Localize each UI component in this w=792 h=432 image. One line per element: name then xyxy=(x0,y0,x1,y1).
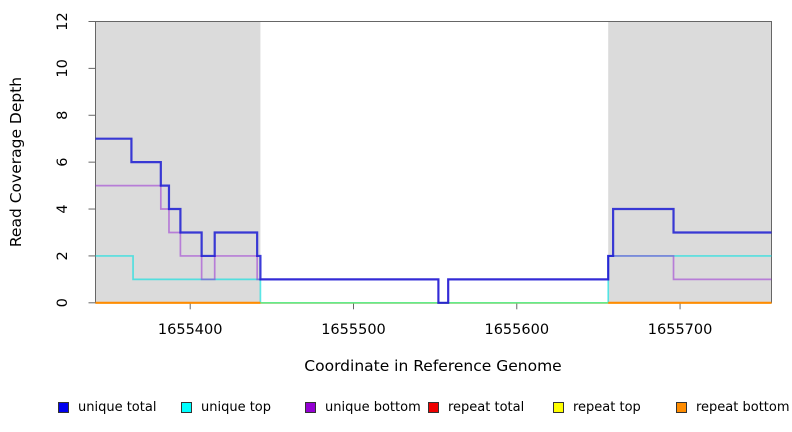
legend-item-unique-bottom: unique bottom xyxy=(305,396,421,418)
y-tick-label: 0 xyxy=(55,298,71,307)
x-tick-label: 1655400 xyxy=(158,322,223,338)
x-tick-label: 1655700 xyxy=(648,322,713,338)
legend-item-repeat-total: repeat total xyxy=(428,396,524,418)
y-tick-label: 6 xyxy=(55,158,71,167)
legend-label: unique total xyxy=(78,399,157,415)
x-axis-title: Coordinate in Reference Genome xyxy=(304,357,561,375)
legend-item-repeat-bottom: repeat bottom xyxy=(676,396,790,418)
legend-item-unique-total: unique total xyxy=(58,396,156,418)
legend-swatch-unique-total xyxy=(58,401,69,413)
legend-swatch-repeat-bottom xyxy=(676,401,687,413)
legend-swatch-repeat-top xyxy=(553,401,564,413)
coverage-chart: 1655400 1655500 1655600 1655700 0 2 4 6 8 10 12 Co… xyxy=(7,12,772,375)
masked-regions xyxy=(95,21,772,303)
legend-label: repeat top xyxy=(573,399,641,415)
masked-region-left xyxy=(95,21,261,303)
legend-label: unique top xyxy=(201,399,272,415)
masked-region-right xyxy=(608,21,772,303)
legend-item-repeat-top: repeat top xyxy=(553,396,641,418)
chart-legend: unique total unique top unique bottom repea… xyxy=(0,396,792,422)
series-lines xyxy=(95,137,772,304)
y-axis-title: Read Coverage Depth xyxy=(7,77,25,247)
y-tick-label: 2 xyxy=(55,251,71,260)
y-tick-label: 12 xyxy=(55,12,71,30)
legend-label: repeat bottom xyxy=(696,399,790,415)
legend-swatch-unique-bottom xyxy=(305,401,316,413)
legend-label: unique bottom xyxy=(325,399,421,415)
y-tick-label: 10 xyxy=(55,59,71,77)
series-line-unique-total xyxy=(95,137,772,304)
x-tick-label: 1655500 xyxy=(321,322,386,338)
x-tick-label: 1655600 xyxy=(484,322,549,338)
legend-swatch-unique-top xyxy=(181,401,192,413)
legend-swatch-repeat-total xyxy=(428,401,439,413)
legend-item-unique-top: unique top xyxy=(181,396,271,418)
axis-ticks: 1655400 1655500 1655600 1655700 0 2 4 6 8 10 12 xyxy=(55,12,712,338)
y-tick-label: 4 xyxy=(55,204,71,213)
y-tick-label: 8 xyxy=(55,111,71,120)
legend-label: repeat total xyxy=(448,399,525,415)
